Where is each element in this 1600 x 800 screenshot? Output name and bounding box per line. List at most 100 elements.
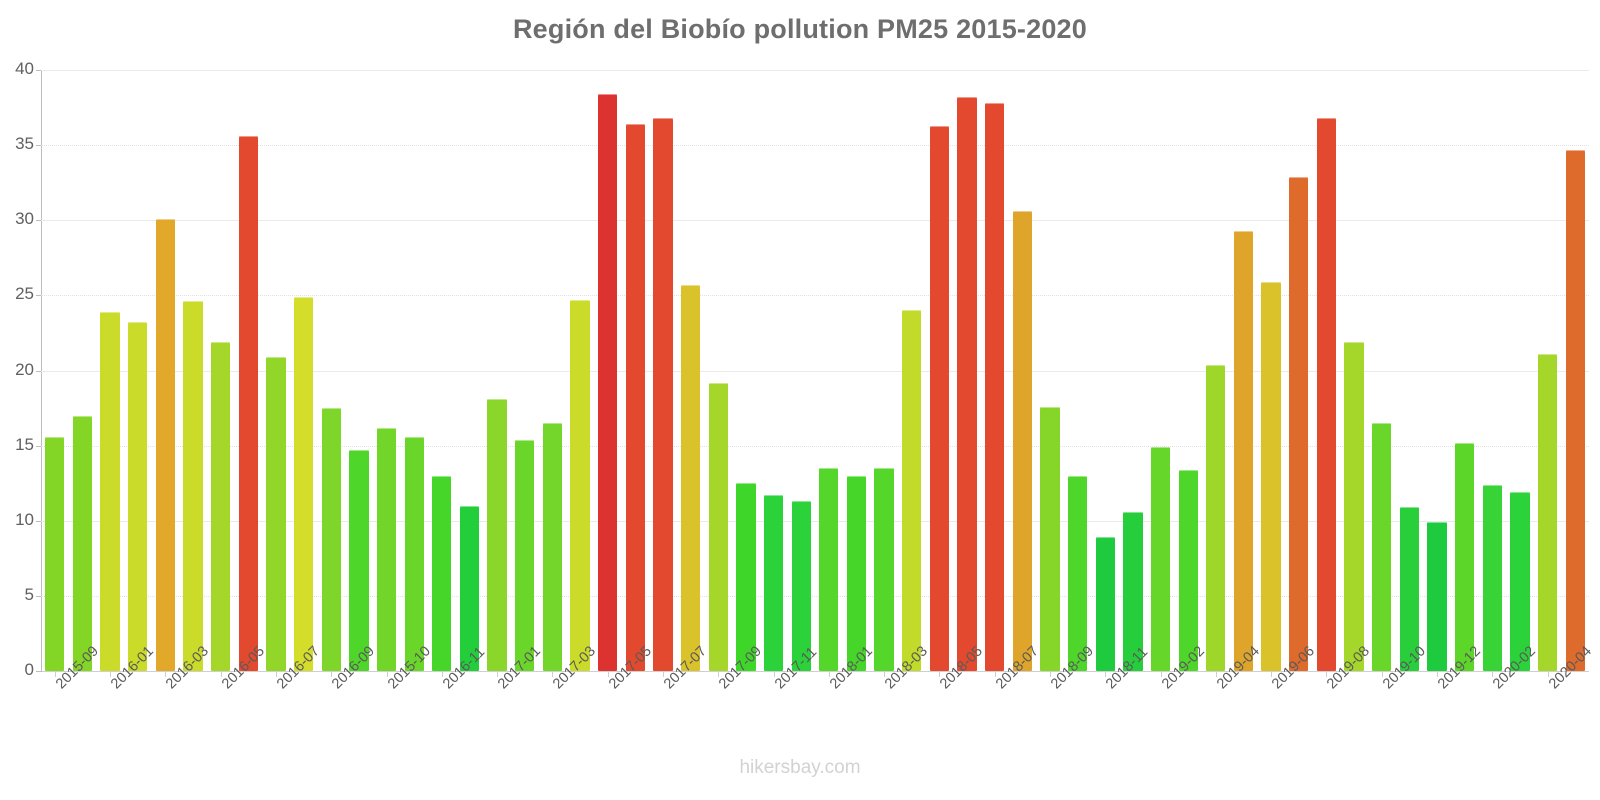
bar[interactable] xyxy=(128,322,148,671)
y-axis-tick-label: 0 xyxy=(24,660,34,679)
bar[interactable] xyxy=(1510,492,1530,671)
bar[interactable] xyxy=(763,495,784,671)
bar[interactable] xyxy=(1482,484,1502,671)
bar[interactable] xyxy=(459,505,480,671)
x-axis-tick-mark xyxy=(552,671,554,677)
y-axis-tick-mark xyxy=(36,595,42,597)
bar[interactable] xyxy=(957,97,977,671)
bar[interactable] xyxy=(1067,475,1088,671)
bar[interactable] xyxy=(1316,118,1337,671)
bar[interactable] xyxy=(211,341,231,671)
x-axis-tick-mark xyxy=(275,671,277,677)
bar[interactable] xyxy=(293,296,314,671)
y-axis-tick-mark xyxy=(36,295,42,297)
y-axis-tick-label: 20 xyxy=(15,359,34,379)
y-axis-tick-mark xyxy=(36,145,42,147)
bar[interactable] xyxy=(653,118,673,671)
bar[interactable] xyxy=(266,356,286,671)
bar[interactable] xyxy=(1427,522,1447,671)
bar[interactable] xyxy=(155,218,176,671)
chart-source-footer: hikersbay.com xyxy=(739,757,861,778)
bar[interactable] xyxy=(846,475,867,671)
x-axis-tick-mark xyxy=(497,671,499,677)
x-axis-tick-mark xyxy=(1381,671,1383,677)
x-axis-tick-mark xyxy=(1547,671,1549,677)
y-axis-tick-mark xyxy=(36,370,42,372)
bar[interactable] xyxy=(1233,230,1254,671)
bar[interactable] xyxy=(819,468,839,671)
bar[interactable] xyxy=(1095,537,1115,671)
x-axis-tick-mark xyxy=(828,671,830,677)
x-axis-tick-mark xyxy=(165,671,167,677)
bar[interactable] xyxy=(183,301,203,671)
bar[interactable] xyxy=(1150,447,1171,671)
bar[interactable] xyxy=(1372,423,1392,671)
bar[interactable] xyxy=(625,124,645,671)
x-axis-tick-mark xyxy=(1326,671,1328,677)
bar[interactable] xyxy=(570,299,590,671)
bar[interactable] xyxy=(929,125,950,671)
x-axis-tick-mark xyxy=(1105,671,1107,677)
x-axis-tick-mark xyxy=(718,671,720,677)
bar[interactable] xyxy=(542,423,563,671)
x-axis-tick-mark xyxy=(386,671,388,677)
bar[interactable] xyxy=(100,311,120,671)
x-axis-tick-mark xyxy=(220,671,222,677)
x-axis-tick-mark xyxy=(1436,671,1438,677)
bar[interactable] xyxy=(1537,353,1558,671)
gridline xyxy=(41,520,1589,523)
bar[interactable] xyxy=(1123,511,1143,671)
x-axis-tick-mark xyxy=(662,671,664,677)
x-axis-tick-mark xyxy=(54,671,56,677)
bar[interactable] xyxy=(1261,281,1281,671)
y-axis-tick-mark xyxy=(36,70,42,71)
bar[interactable] xyxy=(515,439,535,671)
bar[interactable] xyxy=(321,408,341,671)
bar[interactable] xyxy=(349,450,369,671)
bar[interactable] xyxy=(1206,364,1226,671)
x-axis-tick-mark xyxy=(1049,671,1051,677)
gridline xyxy=(41,145,1589,147)
x-axis-tick-mark xyxy=(939,671,941,677)
plot-area xyxy=(41,70,1589,671)
gridline xyxy=(41,445,1589,448)
y-axis-tick-mark xyxy=(36,520,42,522)
bar[interactable] xyxy=(985,103,1005,671)
bar[interactable] xyxy=(598,94,618,671)
bar[interactable] xyxy=(680,284,701,671)
bar[interactable] xyxy=(1399,507,1419,671)
bar[interactable] xyxy=(708,382,728,671)
bar[interactable] xyxy=(791,501,811,671)
gridline xyxy=(41,595,1589,598)
x-axis-line xyxy=(41,671,1589,672)
x-axis-tick-mark xyxy=(773,671,775,677)
bar[interactable] xyxy=(736,483,756,671)
x-axis-tick-mark xyxy=(1160,671,1162,677)
bar[interactable] xyxy=(1178,469,1198,671)
bar[interactable] xyxy=(72,415,93,671)
bar[interactable] xyxy=(376,427,397,671)
x-axis-tick-mark xyxy=(884,671,886,677)
y-axis-tick-label: 5 xyxy=(24,584,34,604)
y-axis-tick-label: 10 xyxy=(15,509,34,529)
bar[interactable] xyxy=(1040,406,1060,671)
x-axis-tick-mark xyxy=(331,671,333,677)
bar[interactable] xyxy=(487,399,507,671)
bar[interactable] xyxy=(1454,442,1475,671)
y-axis-tick-mark xyxy=(36,220,42,222)
bar[interactable] xyxy=(902,310,922,671)
bar[interactable] xyxy=(432,475,452,671)
bar[interactable] xyxy=(404,436,424,671)
x-axis-tick-mark xyxy=(110,671,112,677)
x-axis-tick-mark xyxy=(441,671,443,677)
bar[interactable] xyxy=(1289,176,1309,671)
gridline xyxy=(41,70,1589,72)
y-axis-tick-label: 40 xyxy=(15,59,34,78)
bar[interactable] xyxy=(238,136,258,671)
bar[interactable] xyxy=(874,468,894,671)
bar[interactable] xyxy=(45,436,65,671)
bar[interactable] xyxy=(1012,211,1032,671)
bar[interactable] xyxy=(1344,341,1364,671)
bar[interactable] xyxy=(1565,149,1585,671)
